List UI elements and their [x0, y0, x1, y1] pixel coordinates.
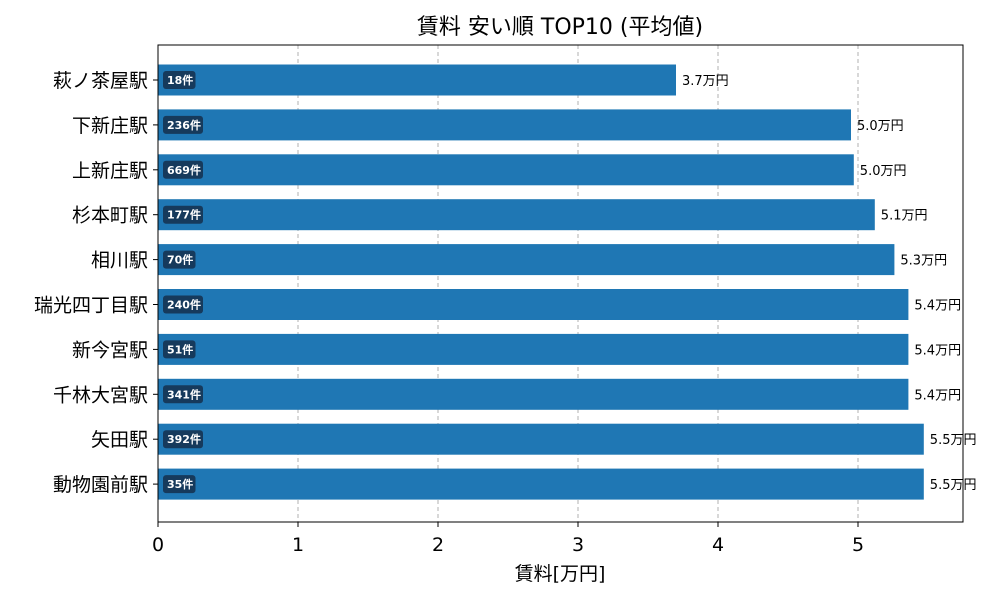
x-axis-label: 賃料[万円] [515, 563, 606, 585]
bar [158, 64, 676, 96]
count-label: 669件 [167, 163, 201, 177]
count-badge [163, 475, 196, 494]
count-badge [163, 385, 203, 404]
bar [158, 468, 924, 500]
category-label: 新今宮駅 [72, 339, 148, 361]
value-label: 5.3万円 [900, 254, 947, 269]
x-tick-label: 4 [712, 534, 724, 556]
count-label: 240件 [167, 298, 201, 312]
bars [158, 64, 924, 500]
count-label: 35件 [167, 477, 193, 491]
category-label: 瑞光四丁目駅 [34, 295, 148, 317]
count-badge [163, 430, 203, 449]
count-label: 392件 [167, 432, 201, 446]
bar [158, 154, 854, 186]
count-label: 341件 [167, 387, 201, 401]
count-label: 236件 [167, 118, 201, 132]
value-label: 5.1万円 [881, 209, 928, 224]
chart-title: 賃料 安い順 TOP10 (平均値) [417, 15, 703, 40]
bar [158, 199, 875, 231]
category-label: 千林大宮駅 [53, 384, 148, 406]
category-label: 下新庄駅 [72, 115, 148, 137]
count-label: 177件 [167, 208, 201, 222]
count-badge [163, 340, 196, 359]
value-label: 5.0万円 [860, 164, 907, 179]
bar [158, 289, 909, 320]
x-tick-label: 2 [432, 534, 444, 556]
category-label: 上新庄駅 [72, 160, 148, 182]
category-label: 動物園前駅 [53, 474, 148, 496]
plot-frame [157, 44, 964, 523]
count-badge [163, 71, 196, 89]
category-label: 杉本町駅 [72, 205, 148, 227]
count-label: 51件 [167, 342, 193, 356]
category-label: 相川駅 [91, 250, 148, 272]
count-badge [163, 295, 203, 314]
bar [158, 423, 924, 455]
category-label: 萩ノ茶屋駅 [53, 70, 148, 92]
count-badge [163, 205, 203, 224]
bar [158, 378, 909, 410]
x-ticks: 0 1 2 3 4 5 [152, 79, 864, 556]
count-label: 70件 [167, 253, 193, 267]
x-tick-label: 1 [292, 534, 304, 556]
value-label: 5.4万円 [914, 299, 961, 314]
x-tick-label: 3 [572, 534, 584, 556]
value-label: 5.4万円 [914, 388, 961, 403]
bar [158, 109, 851, 141]
value-label: 5.4万円 [914, 343, 961, 358]
bar [158, 244, 895, 276]
count-label: 18件 [167, 73, 193, 87]
value-label: 3.7万円 [682, 74, 729, 89]
count-badge [163, 115, 203, 134]
value-label: 5.0万円 [857, 119, 904, 134]
x-tick-label: 0 [152, 534, 164, 556]
category-label: 矢田駅 [91, 429, 148, 451]
x-tick-label: 5 [852, 534, 864, 556]
value-label: 5.5万円 [930, 433, 977, 448]
bar [158, 333, 909, 365]
count-badge [163, 160, 203, 179]
count-badge [163, 250, 196, 269]
value-label: 5.5万円 [930, 478, 977, 493]
